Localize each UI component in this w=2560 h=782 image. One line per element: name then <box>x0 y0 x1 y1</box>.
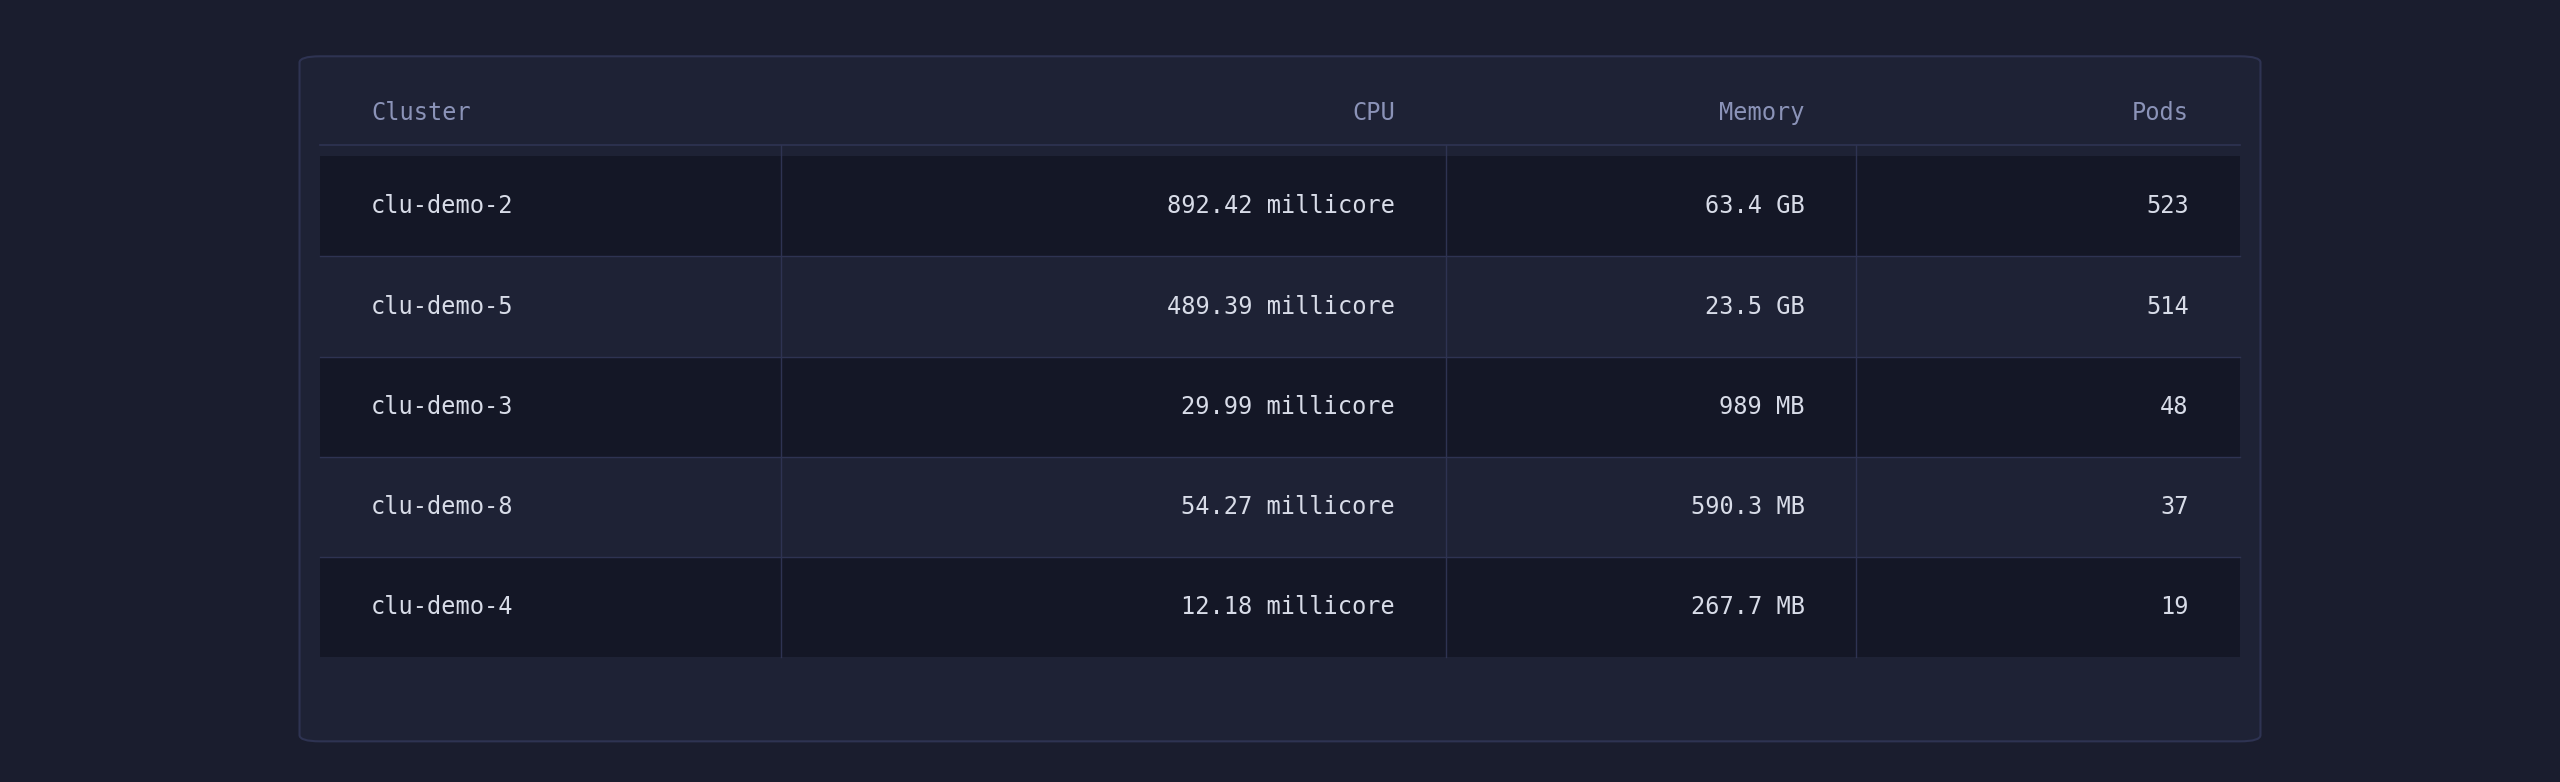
Text: 267.7 MB: 267.7 MB <box>1690 595 1805 619</box>
Bar <box>320 357 2240 457</box>
FancyBboxPatch shape <box>300 56 2260 741</box>
Text: clu-demo-5: clu-demo-5 <box>371 295 515 318</box>
Text: 489.39 millicore: 489.39 millicore <box>1167 295 1395 318</box>
Bar <box>320 156 2240 256</box>
Text: 48: 48 <box>2161 395 2189 418</box>
Text: clu-demo-4: clu-demo-4 <box>371 595 515 619</box>
Text: Memory: Memory <box>1720 102 1805 125</box>
Text: Pods: Pods <box>2132 102 2189 125</box>
Text: CPU: CPU <box>1352 102 1395 125</box>
Text: 63.4 GB: 63.4 GB <box>1705 195 1805 218</box>
Text: 29.99 millicore: 29.99 millicore <box>1183 395 1395 418</box>
Text: Cluster: Cluster <box>371 102 471 125</box>
Text: 590.3 MB: 590.3 MB <box>1690 495 1805 518</box>
Bar <box>320 557 2240 657</box>
Text: 514: 514 <box>2145 295 2189 318</box>
Text: clu-demo-3: clu-demo-3 <box>371 395 515 418</box>
Text: 23.5 GB: 23.5 GB <box>1705 295 1805 318</box>
Text: clu-demo-2: clu-demo-2 <box>371 195 515 218</box>
Text: 37: 37 <box>2161 495 2189 518</box>
Text: 54.27 millicore: 54.27 millicore <box>1183 495 1395 518</box>
Text: 523: 523 <box>2145 195 2189 218</box>
Text: 19: 19 <box>2161 595 2189 619</box>
Text: 12.18 millicore: 12.18 millicore <box>1183 595 1395 619</box>
Text: clu-demo-8: clu-demo-8 <box>371 495 515 518</box>
Text: 989 MB: 989 MB <box>1720 395 1805 418</box>
Text: 892.42 millicore: 892.42 millicore <box>1167 195 1395 218</box>
